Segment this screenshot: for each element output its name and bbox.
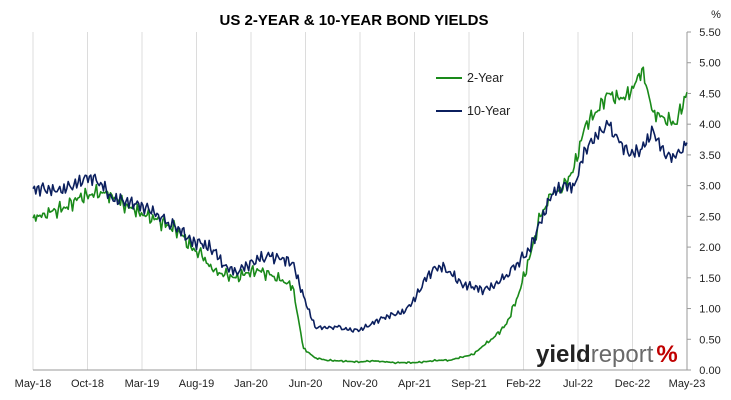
y-tick-1.00: 1.00	[699, 304, 720, 316]
y-axis-unit: %	[711, 9, 721, 21]
y-tick-0.50: 0.50	[699, 334, 720, 346]
x-tick-Dec-22: Dec-22	[615, 378, 650, 390]
logo-percent-symbol: %	[656, 341, 677, 368]
chart-title: US 2-YEAR & 10-YEAR BOND YIELDS	[220, 12, 489, 29]
y-tick-1.50: 1.50	[699, 273, 720, 285]
legend-label-2-year: 2-Year	[467, 71, 503, 85]
x-tick-Jul-22: Jul-22	[563, 378, 593, 390]
series-line-10-year	[32, 119, 688, 333]
logo-word-report: report	[591, 341, 654, 368]
y-axis: % 0.00 0.50 1.00 1.50 2.00 2.50 3.00 3.50 4.00 4.…	[687, 9, 721, 377]
x-tick-Jan-20: Jan-20	[234, 378, 268, 390]
yieldreport-logo: yieldreport%	[536, 341, 678, 368]
series-line-2-year	[32, 66, 688, 365]
y-tick-2.00: 2.00	[699, 242, 720, 254]
y-tick-0.00: 0.00	[699, 365, 720, 377]
x-tick-Sep-21: Sep-21	[451, 378, 486, 390]
y-tick-5.50: 5.50	[699, 27, 720, 39]
x-tick-Mar-19: Mar-19	[125, 378, 160, 390]
x-tick-Feb-22: Feb-22	[506, 378, 541, 390]
y-tick-2.50: 2.50	[699, 211, 720, 223]
x-tick-Nov-20: Nov-20	[342, 378, 377, 390]
logo-word-yield: yield	[536, 341, 591, 368]
legend-label-10-year: 10-Year	[467, 104, 510, 118]
plot-frame	[33, 32, 688, 371]
x-tick-Aug-19: Aug-19	[179, 378, 214, 390]
y-tick-4.50: 4.50	[699, 88, 720, 100]
svg-text:yieldreport%: yieldreport%	[536, 341, 678, 368]
x-tick-Oct-18: Oct-18	[71, 378, 104, 390]
legend: 2-Year 10-Year	[436, 71, 510, 118]
x-tick-May-23: May-23	[669, 378, 706, 390]
y-tick-3.50: 3.50	[699, 150, 720, 162]
x-axis: May-18 Oct-18 Mar-19 Aug-19 Jan-20 Jun-20 Nov-…	[15, 378, 706, 390]
y-tick-3.00: 3.00	[699, 181, 720, 193]
series-layer	[32, 66, 688, 365]
y-tick-5.00: 5.00	[699, 58, 720, 70]
x-tick-Jun-20: Jun-20	[289, 378, 323, 390]
x-tick-Apr-21: Apr-21	[398, 378, 431, 390]
x-tick-May-18: May-18	[15, 378, 52, 390]
y-tick-4.00: 4.00	[699, 119, 720, 131]
